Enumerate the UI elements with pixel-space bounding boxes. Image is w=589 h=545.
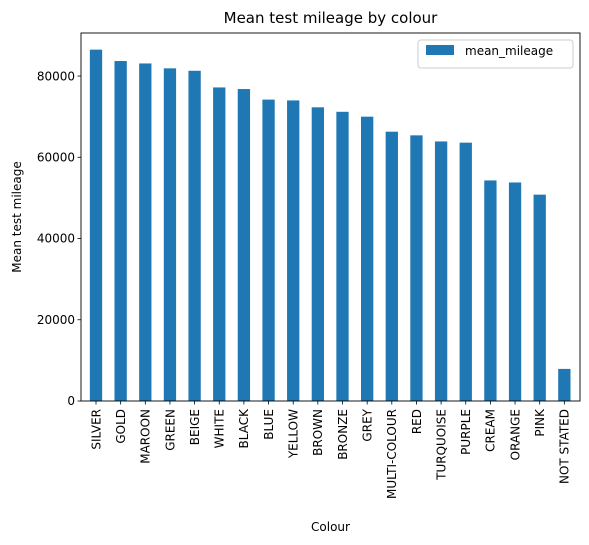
bars <box>89 49 571 402</box>
x-tick-label: GREEN <box>163 409 177 451</box>
bar-pink <box>533 194 546 401</box>
y-tick-label: 60000 <box>37 150 75 164</box>
x-tick-label: GOLD <box>114 409 128 444</box>
x-axis-label: Colour <box>311 520 350 534</box>
legend-label: mean_mileage <box>465 44 553 58</box>
x-tick-label: TURQUOISE <box>434 409 448 481</box>
bar-bronze <box>336 111 349 402</box>
plot-frame <box>80 32 581 402</box>
x-tick-label: MAROON <box>139 409 153 464</box>
x-tick-label: BRONZE <box>336 409 350 460</box>
bar-black <box>237 89 251 402</box>
bar-multi-colour <box>385 131 398 401</box>
chart-title: Mean test mileage by colour <box>224 9 439 27</box>
legend: mean_mileage <box>417 39 574 69</box>
plot-area <box>81 33 580 401</box>
x-tick-label: PURPLE <box>459 409 473 455</box>
bar-maroon <box>139 63 152 402</box>
bar-brown <box>311 107 324 401</box>
bar-blue <box>262 99 275 402</box>
legend-swatch <box>426 45 454 55</box>
bar-white <box>213 87 226 402</box>
y-axis-ticks: 0 20000 40000 60000 80000 <box>37 69 81 408</box>
bar-orange <box>508 182 522 401</box>
x-tick-label: SILVER <box>89 409 103 450</box>
x-tick-label: BEIGE <box>188 409 202 445</box>
x-tick-label: ORANGE <box>508 409 522 460</box>
x-tick-label: GREY <box>360 408 374 441</box>
bar-beige <box>188 70 201 402</box>
x-tick-label: RED <box>410 409 424 434</box>
bar-grey <box>361 116 374 402</box>
y-tick-label: 0 <box>67 394 75 408</box>
bar-gold <box>114 61 127 401</box>
y-tick-label: 40000 <box>37 232 75 246</box>
bar-cream <box>484 180 497 401</box>
bar-not-stated <box>558 368 571 401</box>
y-tick-label: 80000 <box>37 69 75 83</box>
x-tick-label: CREAM <box>484 409 498 452</box>
x-tick-label: BROWN <box>311 409 325 456</box>
plot-background <box>81 33 580 401</box>
bar-silver <box>89 49 103 402</box>
legend-box <box>417 39 574 69</box>
x-axis-ticks: SILVER GOLD MAROON GREEN BEIGE WHITE BLACK BLUE… <box>89 401 572 499</box>
x-tick-label: BLUE <box>262 409 276 440</box>
y-axis-label: Mean test mileage <box>10 161 24 272</box>
bar-turquoise <box>434 141 448 401</box>
x-tick-label: PINK <box>533 408 547 437</box>
bar-yellow <box>287 100 300 402</box>
x-tick-label: MULTI-COLOUR <box>385 409 399 499</box>
x-tick-label: WHITE <box>213 409 227 448</box>
bar-purple <box>459 142 472 402</box>
bar-green <box>163 68 177 401</box>
x-tick-label: YELLOW <box>287 409 301 459</box>
bar-red <box>410 135 423 402</box>
x-tick-label: NOT STATED <box>558 409 572 484</box>
y-tick-label: 20000 <box>37 313 75 327</box>
x-tick-label: BLACK <box>237 408 251 449</box>
